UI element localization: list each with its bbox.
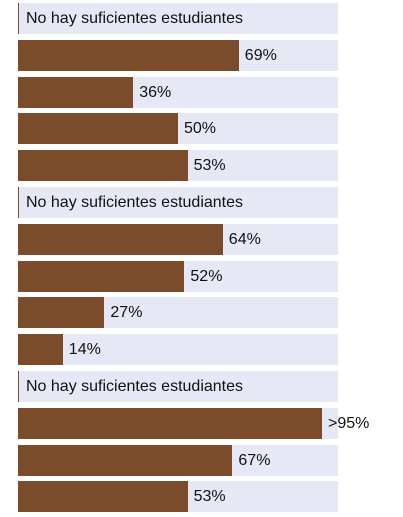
- bar-value-label: 53%: [193, 488, 226, 506]
- axis-tick: [18, 3, 19, 34]
- bar: [18, 407, 322, 439]
- bar-value-label: 67%: [238, 451, 271, 469]
- insufficient-data-message: No hay suficientes estudiantes: [26, 378, 244, 395]
- bar-track: [18, 371, 338, 402]
- axis-tick: [18, 187, 19, 218]
- axis-tick: [18, 371, 19, 402]
- bar-value-label: 64%: [228, 230, 261, 248]
- bar: [18, 481, 188, 513]
- bar: [18, 260, 185, 292]
- bar: [18, 76, 134, 108]
- bar: [18, 297, 105, 329]
- bar-track: [18, 3, 338, 34]
- bar: [18, 150, 188, 182]
- insufficient-data-message: No hay suficientes estudiantes: [26, 10, 244, 27]
- insufficient-data-message: No hay suficientes estudiantes: [26, 194, 244, 211]
- bar-track: [18, 334, 338, 366]
- bar-value-label: 36%: [139, 83, 172, 101]
- bar-value-label: 69%: [244, 46, 277, 64]
- bar: [18, 444, 233, 476]
- bar-value-label: 50%: [184, 120, 217, 138]
- bar-value-label: 14%: [68, 341, 101, 359]
- bar-value-label: 27%: [110, 304, 143, 322]
- bar: [18, 113, 178, 145]
- bar: [18, 39, 239, 71]
- bar-value-label: 53%: [193, 157, 226, 175]
- bar-track: [18, 187, 338, 218]
- bar-value-label: >95%: [328, 414, 370, 432]
- bar: [18, 334, 63, 366]
- bar: [18, 223, 223, 255]
- bar-value-label: 52%: [190, 267, 223, 285]
